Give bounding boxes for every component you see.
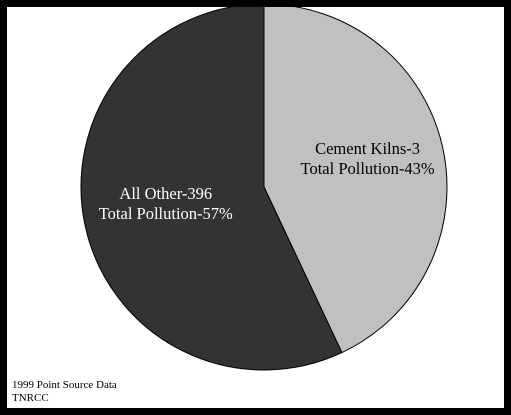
source-note: 1999 Point Source Data TNRCC xyxy=(12,379,117,405)
slice-label-1: All Other-396 Total Pollution-57% xyxy=(99,184,233,223)
slice-label-line: Cement Kilns-3 xyxy=(315,139,420,158)
pie-slice-1 xyxy=(80,7,343,371)
slice-label-line: Total Pollution-57% xyxy=(99,204,233,223)
slice-label-line: Total Pollution-43% xyxy=(301,159,435,178)
chart-frame: Cement Kilns-3 Total Pollution-43% All Oth… xyxy=(7,7,504,408)
source-line-2: TNRCC xyxy=(12,392,49,404)
slice-label-0: Cement Kilns-3 Total Pollution-43% xyxy=(301,139,435,178)
pie-chart: Cement Kilns-3 Total Pollution-43% All Oth… xyxy=(80,7,448,371)
slice-label-line: All Other-396 xyxy=(119,184,212,203)
source-line-1: 1999 Point Source Data xyxy=(12,379,117,391)
pie-slice-0 xyxy=(263,7,448,354)
